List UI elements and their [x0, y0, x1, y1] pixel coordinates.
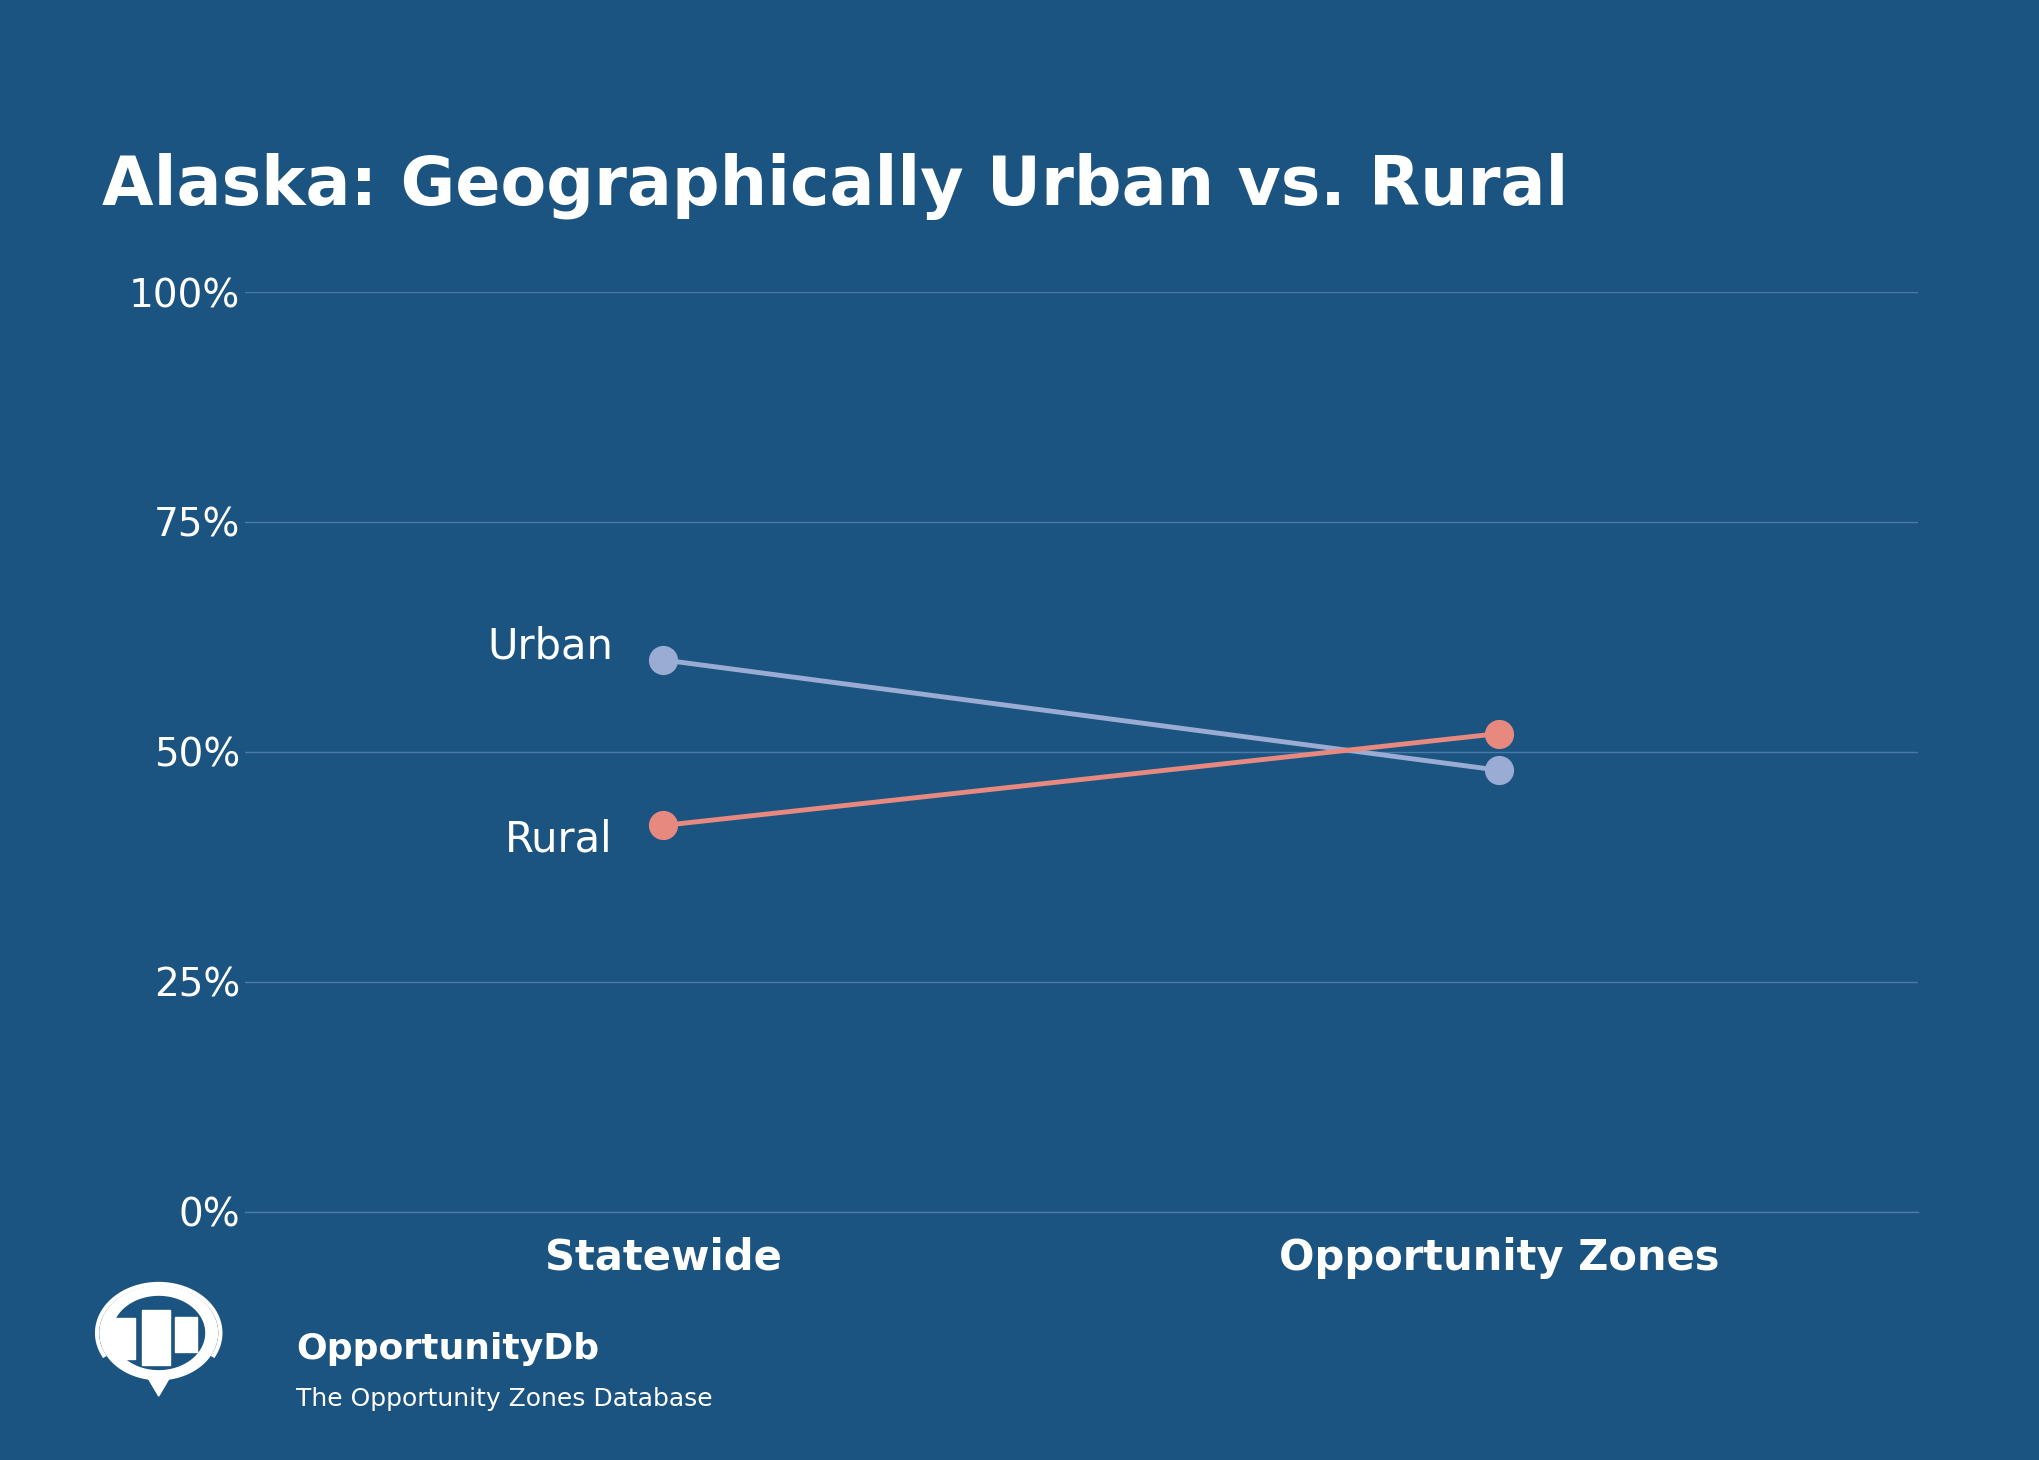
Bar	[175, 1317, 198, 1352]
Bar	[143, 1310, 169, 1365]
Polygon shape	[100, 1286, 218, 1380]
Bar	[110, 1318, 135, 1359]
Text: Urban: Urban	[487, 625, 612, 667]
Polygon shape	[147, 1377, 169, 1396]
Text: The Opportunity Zones Database: The Opportunity Zones Database	[296, 1387, 712, 1410]
Polygon shape	[112, 1296, 204, 1369]
Text: Rural: Rural	[506, 818, 612, 860]
Text: OpportunityDb: OpportunityDb	[296, 1332, 599, 1367]
Text: Alaska: Geographically Urban vs. Rural: Alaska: Geographically Urban vs. Rural	[102, 153, 1568, 220]
